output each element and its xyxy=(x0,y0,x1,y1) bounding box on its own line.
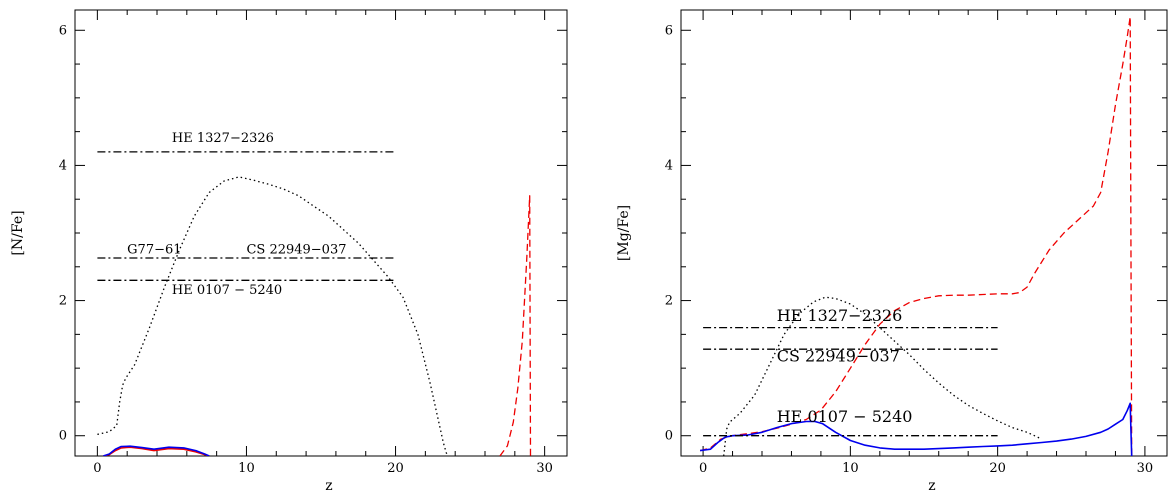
series-line-dashed-1 xyxy=(499,195,532,456)
series-line-dotted-0 xyxy=(723,296,1043,456)
y-tick-label: 0 xyxy=(59,429,67,444)
series-line-solid-2 xyxy=(699,402,1133,456)
annotation-label: HE 1327−2326 xyxy=(172,131,274,146)
x-tick-label: 0 xyxy=(93,461,101,476)
y-tick-label: 0 xyxy=(665,429,673,444)
x-tick-label: 10 xyxy=(238,461,255,476)
series-line-dotted-0 xyxy=(97,176,449,456)
x-tick-label: 0 xyxy=(699,461,707,476)
annotation-label: CS 22949−037 xyxy=(777,346,900,365)
series-group xyxy=(699,16,1133,456)
y-axis-label: [N/Fe] xyxy=(10,210,26,255)
annotation-label: HE 0107 − 5240 xyxy=(777,407,913,426)
y-tick-label: 6 xyxy=(665,23,673,38)
series-line-solid-2 xyxy=(103,446,210,456)
annotation-label: CS 22949−037 xyxy=(246,242,346,257)
x-tick-label: 20 xyxy=(387,461,404,476)
annotation-label: G77−61 xyxy=(127,242,181,257)
y-axis-label: [Mg/Fe] xyxy=(616,205,632,261)
plot-frame xyxy=(680,9,1168,457)
panel-n-fe: 0 10 20 30 0 2 4 6 z [N/Fe] HE 1327−2326 G77−61 CS 2… xyxy=(10,9,568,494)
annotation-label: HE 1327−2326 xyxy=(777,306,903,325)
x-axis-label: z xyxy=(325,478,332,494)
series-line-dashed-1 xyxy=(699,16,1133,456)
y-tick-label: 2 xyxy=(665,294,673,309)
plot-frame xyxy=(74,9,568,457)
x-tick-label: 10 xyxy=(842,461,859,476)
x-tick-label: 30 xyxy=(536,461,553,476)
x-tick-label: 20 xyxy=(989,461,1006,476)
y-tick-label: 4 xyxy=(665,158,673,173)
series-line-solid-3 xyxy=(103,445,210,456)
y-tick-label: 2 xyxy=(59,294,67,309)
annotation-label: HE 0107 − 5240 xyxy=(172,283,282,298)
panel-mg-fe: 0 10 20 30 0 2 4 6 z [Mg/Fe] HE 1327−2326 CS 22949−… xyxy=(616,9,1168,494)
x-tick-label: 30 xyxy=(1137,461,1154,476)
y-tick-label: 6 xyxy=(59,23,67,38)
x-axis-label: z xyxy=(928,478,935,494)
y-tick-label: 4 xyxy=(59,158,67,173)
series-group xyxy=(97,151,532,456)
